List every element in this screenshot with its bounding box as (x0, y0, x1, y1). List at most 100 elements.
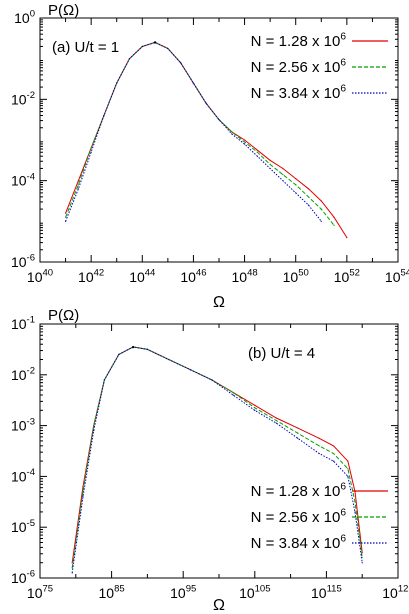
legend-label: N = 1.28 x 106 (251, 31, 347, 50)
y-tick-label: 10-6 (11, 253, 35, 270)
data-point (71, 562, 73, 564)
x-tick-label: 1052 (334, 268, 360, 285)
data-point (295, 192, 297, 194)
data-point (93, 430, 95, 432)
data-point (282, 173, 284, 176)
data-point (128, 58, 131, 60)
data-point (347, 460, 349, 462)
data-point (282, 167, 284, 170)
data-point (282, 180, 284, 182)
y-tick-label: 10-3 (11, 416, 35, 433)
data-point (231, 133, 233, 135)
y-tick-label: 100 (14, 9, 35, 26)
data-point (64, 216, 67, 218)
data-point (307, 204, 310, 206)
data-point (256, 149, 258, 151)
x-tick-label: 1040 (27, 268, 53, 285)
data-point (90, 147, 92, 149)
data-point (146, 348, 148, 350)
data-point (254, 407, 256, 409)
y-tick-label: 10-2 (11, 366, 35, 383)
data-point (71, 572, 73, 574)
data-point (211, 379, 213, 381)
data-point (254, 404, 256, 406)
data-point (254, 409, 256, 411)
panel-a-chart: 1040 1042 1044 1046 1048 1050 1052 1054 100 10-2 1… (11, 2, 409, 311)
x-tick-label: 1054 (385, 268, 409, 285)
data-point (347, 468, 349, 470)
data-point (318, 452, 320, 455)
x-tick-label: 1046 (180, 268, 206, 285)
data-point (180, 62, 182, 64)
x-axis-label: Ω (213, 597, 225, 614)
data-point (90, 151, 92, 153)
data-point (192, 82, 195, 84)
x-tick-label: 10125 (382, 584, 409, 601)
data-point (168, 358, 170, 361)
data-point (361, 562, 363, 564)
data-point (77, 188, 79, 190)
legend-label: N = 3.84 x 106 (251, 83, 347, 102)
x-tick-label: 10105 (239, 584, 270, 601)
data-point (275, 422, 277, 424)
series-line (71, 346, 363, 563)
data-point (332, 452, 335, 455)
data-point (118, 353, 120, 356)
data-point (297, 427, 299, 429)
data-point (218, 119, 220, 121)
data-point (82, 485, 84, 488)
peak-point (153, 41, 157, 44)
x-tick-label: 1042 (78, 268, 104, 285)
x-tick-label: 10115 (311, 584, 342, 601)
x-tick-label: 1095 (170, 584, 196, 601)
data-point (64, 220, 67, 222)
data-point (318, 445, 320, 447)
data-point (232, 391, 234, 394)
data-point (320, 208, 322, 210)
data-point (333, 216, 335, 218)
data-point (232, 394, 234, 396)
data-point (332, 445, 335, 447)
y-axis-label: P(Ω) (48, 2, 79, 19)
data-point (275, 419, 277, 422)
y-tick-label: 10-4 (11, 467, 36, 484)
y-axis-label: P(Ω) (48, 307, 79, 324)
data-point (256, 151, 258, 153)
data-point (333, 224, 335, 226)
legend-label: N = 1.28 x 106 (251, 481, 347, 500)
peak-point (131, 345, 135, 349)
x-tick-label: 1048 (231, 268, 257, 285)
data-point (295, 184, 297, 186)
data-point (297, 432, 299, 434)
data-point (116, 82, 118, 84)
x-tick-label: 1085 (99, 584, 125, 601)
data-point (307, 196, 310, 198)
y-tick-label: 10-5 (11, 518, 35, 535)
data-point (318, 437, 320, 439)
data-point (269, 159, 271, 161)
data-point (320, 200, 322, 202)
y-tick-label: 10-2 (11, 90, 35, 107)
data-point (269, 167, 271, 170)
data-point (205, 102, 207, 104)
data-point (93, 425, 95, 427)
panel-label: (a) U/t = 1 (52, 39, 119, 56)
data-point (82, 491, 84, 493)
y-tick-label: 10-6 (11, 569, 35, 586)
panel-label: (b) U/t = 4 (248, 345, 315, 362)
data-point (77, 180, 79, 182)
data-point (346, 237, 348, 239)
data-point (297, 437, 299, 439)
legend-label: N = 2.56 x 106 (251, 507, 347, 526)
x-tick-label: 1050 (283, 268, 309, 285)
data-point (103, 379, 106, 381)
x-axis-label: Ω (213, 294, 225, 311)
legend-label: N = 2.56 x 106 (251, 57, 347, 76)
legend-label: N = 3.84 x 106 (251, 533, 347, 552)
data-point (103, 115, 105, 117)
data-point (354, 511, 356, 513)
data-point (231, 131, 233, 133)
data-point (189, 369, 191, 371)
y-tick-label: 10-4 (11, 171, 36, 188)
